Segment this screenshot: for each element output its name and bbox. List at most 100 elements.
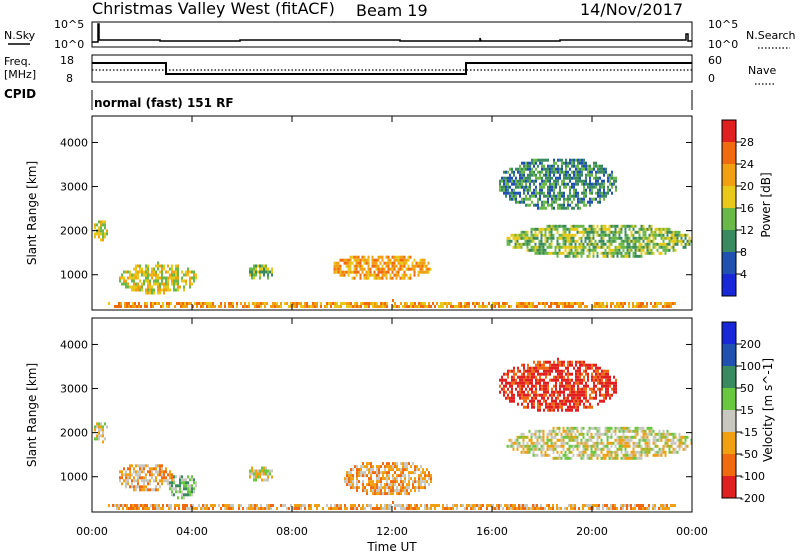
range-cell — [406, 492, 408, 496]
range-cell — [547, 176, 549, 180]
range-cell — [615, 387, 617, 391]
range-cell — [539, 182, 541, 186]
range-cell — [380, 465, 382, 469]
range-cell — [580, 305, 582, 308]
range-cell — [557, 170, 559, 174]
range-cell — [352, 483, 354, 487]
range-cell — [373, 261, 376, 265]
colorbar-swatch — [722, 454, 736, 477]
range-cell — [402, 486, 404, 490]
range-cell — [349, 264, 352, 268]
range-cell — [158, 302, 160, 305]
range-cell — [532, 441, 535, 445]
range-cell — [532, 507, 534, 510]
range-cell — [606, 438, 609, 442]
range-cell — [536, 305, 538, 308]
range-cell — [147, 291, 149, 295]
range-cell — [565, 387, 567, 391]
range-cell — [386, 302, 388, 305]
range-cell — [626, 251, 629, 255]
range-cell — [577, 173, 579, 177]
range-cell — [519, 164, 521, 168]
range-cell — [532, 302, 534, 305]
range-cell — [366, 489, 368, 493]
range-cell — [249, 469, 251, 473]
range-cell — [572, 447, 575, 451]
range-cell — [360, 305, 362, 308]
range-cell — [656, 438, 659, 442]
range-cell — [548, 507, 550, 510]
range-cell — [294, 305, 296, 308]
range-cell — [624, 254, 627, 258]
range-cell — [577, 387, 579, 391]
range-cell — [538, 245, 541, 249]
range-cell — [567, 203, 569, 207]
range-cell — [575, 369, 577, 373]
range-cell — [384, 468, 386, 472]
range-cell — [502, 302, 504, 305]
range-cell — [218, 504, 220, 507]
range-cell — [632, 435, 635, 439]
range-cell — [583, 405, 585, 409]
range-cell — [541, 363, 543, 367]
range-cell — [604, 254, 607, 258]
range-cell — [308, 507, 310, 510]
range-cell — [251, 273, 253, 277]
range-cell — [185, 484, 187, 488]
range-cell — [120, 504, 122, 507]
range-cell — [579, 399, 581, 403]
range-cell — [161, 473, 163, 477]
range-cell — [515, 200, 517, 204]
range-cell — [584, 245, 587, 249]
range-cell — [543, 182, 545, 186]
range-cell — [542, 248, 545, 252]
range-cell — [584, 438, 587, 442]
range-cell — [135, 282, 137, 286]
range-cell — [249, 475, 251, 479]
range-cell — [560, 432, 563, 436]
range-cell — [230, 305, 232, 308]
range-cell — [264, 507, 266, 510]
range-cell — [181, 279, 183, 283]
range-cell — [568, 245, 571, 249]
range-cell — [420, 474, 422, 478]
range-cell — [563, 360, 565, 364]
range-cell — [666, 438, 669, 442]
range-cell — [592, 248, 595, 252]
range-cell — [555, 197, 557, 201]
range-cell — [508, 504, 510, 507]
range-cell — [516, 233, 519, 237]
range-cell — [127, 282, 129, 286]
range-cell — [326, 302, 328, 305]
range-cell — [362, 504, 364, 507]
range-cell — [156, 504, 158, 507]
range-cell — [409, 276, 412, 280]
range-cell — [581, 182, 583, 186]
range-cell — [302, 504, 304, 507]
range-cell — [644, 450, 647, 454]
range-cell — [143, 273, 145, 277]
freq-trace — [92, 62, 692, 75]
range-cell — [674, 441, 677, 445]
range-cell — [530, 432, 533, 436]
range-cell — [573, 182, 575, 186]
range-cell — [538, 441, 541, 445]
range-cell — [274, 305, 276, 308]
range-cell — [139, 285, 141, 289]
range-cell — [149, 467, 151, 471]
range-cell — [567, 396, 569, 400]
range-cell — [632, 227, 635, 231]
range-cell — [228, 507, 230, 510]
range-cell — [344, 480, 346, 484]
range-cell — [529, 185, 531, 189]
range-cell — [543, 408, 545, 412]
range-cell — [349, 255, 352, 259]
range-cell — [168, 504, 170, 507]
range-cell — [532, 236, 535, 240]
range-cell — [575, 381, 577, 385]
range-cell — [196, 507, 198, 510]
range-cell — [585, 369, 587, 373]
range-cell — [520, 242, 523, 246]
range-cell — [528, 305, 530, 308]
range-cell — [387, 270, 390, 274]
